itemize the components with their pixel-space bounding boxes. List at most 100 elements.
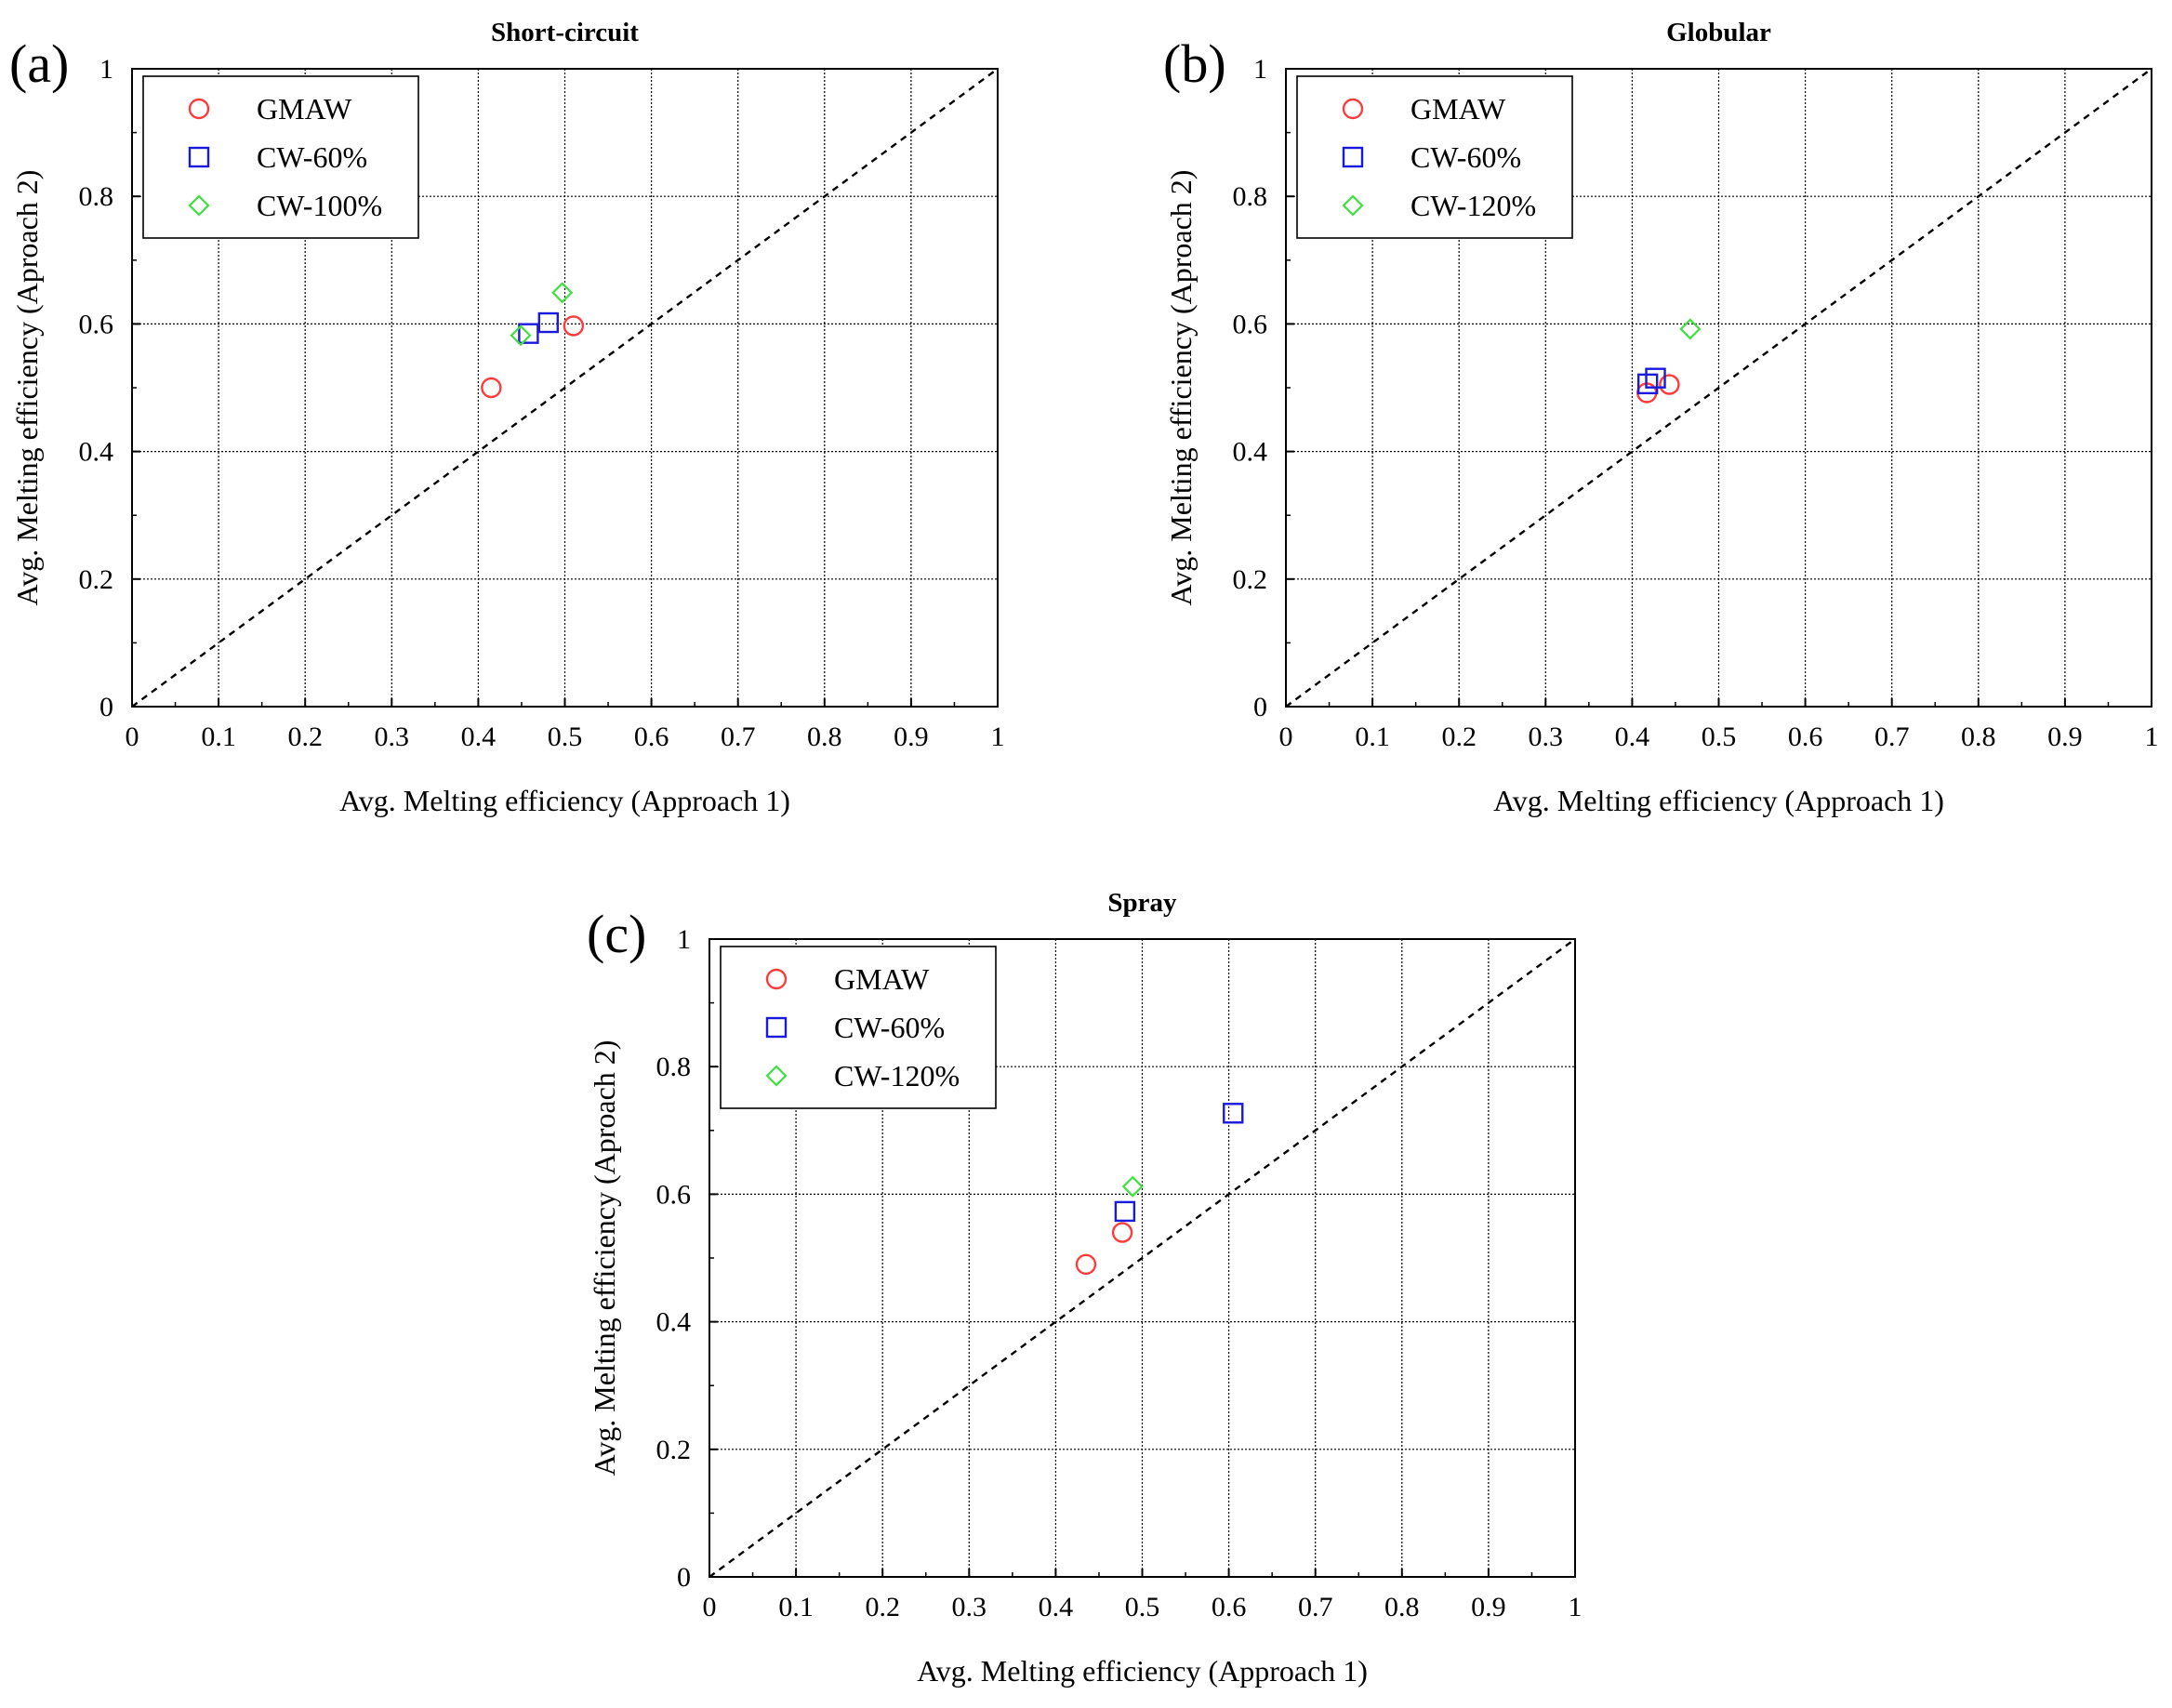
x-tick-label: 0.9 (2047, 722, 2083, 752)
legend-marker (1342, 146, 1364, 168)
x-tick-label: 0.4 (1039, 1592, 1074, 1622)
x-tick-label: 0.9 (894, 722, 929, 752)
x-axis-title: Avg. Melting efficiency (Approach 1) (339, 784, 790, 817)
y-tick-label: 0.6 (79, 309, 114, 339)
x-axis-title: Avg. Melting efficiency (Approach 1) (1493, 784, 1944, 817)
x-tick-label: 0.2 (865, 1592, 900, 1622)
y-tick-label: 0 (99, 692, 113, 722)
data-point (1111, 1222, 1133, 1243)
x-tick-label: 0.1 (778, 1592, 814, 1622)
series-cw-60- (1114, 1103, 1244, 1223)
reference-line (131, 68, 999, 708)
chart-title: Spray (1107, 888, 1177, 918)
y-axis-title: Avg. Melting efficiency (Aproach 2) (588, 1040, 621, 1476)
x-tick-label: 0.4 (461, 722, 497, 752)
y-tick-label: 0.6 (656, 1179, 692, 1210)
panel-b: 0 0.1 0.2 0.3 0.4 0.5 0.6 0.7 0.8 0.9 1 0 0.2 0.4 0.6 0… (1163, 18, 2159, 817)
x-tick-label: 0.7 (1874, 722, 1910, 752)
data-point (1121, 1175, 1144, 1198)
y-tick-label: 0 (677, 1562, 691, 1593)
panel-label: (c) (587, 904, 646, 964)
y-tick-label: 0.8 (1233, 181, 1268, 212)
chart-title: Globular (1666, 18, 1771, 47)
x-tick-label: 0.6 (634, 722, 669, 752)
y-tick-label: 0.4 (79, 437, 114, 468)
y-tick-label: 0.8 (79, 181, 114, 212)
series-cw-100- (510, 282, 574, 347)
data-point (1075, 1253, 1097, 1276)
x-tick-label: 0.1 (1355, 722, 1390, 752)
x-tick-label: 0.6 (1212, 1592, 1247, 1622)
data-point (537, 311, 560, 334)
y-axis-title: Avg. Melting efficiency (Aproach 2) (1164, 170, 1198, 606)
y-tick-label: 0.4 (656, 1307, 692, 1338)
panel-c: 0 0.1 0.2 0.3 0.4 0.5 0.6 0.7 0.8 0.9 1 0 0.2 0.4 0.6 0… (587, 888, 1583, 1688)
x-tick-label: 1 (991, 722, 1005, 752)
legend-label: CW-120% (834, 1059, 960, 1092)
x-tick-label: 1 (1569, 1592, 1583, 1622)
x-tick-label: 0.3 (375, 722, 410, 752)
x-tick-label: 0.5 (1125, 1592, 1160, 1622)
x-tick-label: 0.2 (1441, 722, 1477, 752)
legend-label: CW-120% (1410, 189, 1536, 222)
data-point (551, 282, 574, 304)
x-axis-title: Avg. Melting efficiency (Approach 1) (917, 1654, 1368, 1688)
legend-marker (188, 98, 210, 120)
data-point (481, 377, 502, 399)
legend-label: GMAW (1410, 92, 1506, 126)
legend-label: CW-60% (1410, 140, 1521, 174)
y-tick-label: 1 (1253, 54, 1267, 85)
legend-label: CW-100% (257, 189, 382, 222)
series-cw-120- (1679, 318, 1702, 340)
legend: GMAW CW-60% CW-120% (1296, 75, 1573, 239)
legend-label: CW-60% (834, 1011, 945, 1044)
legend-marker (765, 968, 788, 990)
reference-line (1285, 68, 2152, 708)
x-tick-label: 0.9 (1471, 1592, 1506, 1622)
y-tick-label: 0.6 (1233, 309, 1268, 339)
x-tick-label: 0.3 (952, 1592, 987, 1622)
panel-a: 0 0.1 0.2 0.3 0.4 0.5 0.6 0.7 0.8 0.9 1 0 0.2 0.4 0.6 0… (9, 18, 1005, 817)
legend-marker (1342, 194, 1364, 217)
legend-label: GMAW (834, 962, 930, 996)
x-tick-label: 0.6 (1788, 722, 1823, 752)
y-tick-label: 0.2 (79, 564, 114, 595)
reference-line (709, 938, 1576, 1578)
x-tick-label: 0.8 (1384, 1592, 1420, 1622)
series-gmaw (1075, 1222, 1133, 1276)
legend-label: CW-60% (257, 140, 367, 174)
series-gmaw (481, 315, 585, 399)
x-tick-label: 0.2 (287, 722, 323, 752)
y-tick-label: 0.2 (1233, 564, 1268, 595)
x-tick-label: 0 (703, 1592, 717, 1622)
data-point (563, 315, 585, 337)
data-point (510, 324, 532, 347)
panel-label: (a) (9, 33, 69, 94)
data-point (1659, 374, 1680, 395)
x-tick-label: 0.4 (1615, 722, 1650, 752)
legend-marker (188, 146, 210, 168)
x-tick-label: 0.3 (1529, 722, 1564, 752)
y-tick-label: 0.2 (656, 1435, 692, 1465)
x-tick-label: 0.5 (548, 722, 583, 752)
y-axis-title: Avg. Melting efficiency (Aproach 2) (10, 170, 44, 606)
y-tick-label: 0.4 (1233, 437, 1268, 468)
series-cw-60- (1636, 367, 1666, 395)
data-point (1223, 1103, 1244, 1124)
x-tick-label: 0.8 (807, 722, 842, 752)
y-tick-label: 0.8 (656, 1052, 692, 1082)
x-tick-label: 0.7 (1298, 1592, 1333, 1622)
series-cw-120- (1121, 1175, 1144, 1198)
data-point (1645, 367, 1666, 389)
data-point (1114, 1200, 1136, 1223)
x-tick-label: 0 (126, 722, 139, 752)
data-point (1636, 373, 1659, 395)
y-tick-label: 0 (1253, 692, 1267, 722)
series-cw-60- (518, 311, 560, 344)
legend-label: GMAW (257, 92, 352, 126)
y-tick-label: 1 (677, 924, 691, 955)
y-tick-label: 1 (99, 54, 113, 85)
chart-title: Short-circuit (491, 18, 639, 47)
legend-marker (188, 194, 210, 217)
